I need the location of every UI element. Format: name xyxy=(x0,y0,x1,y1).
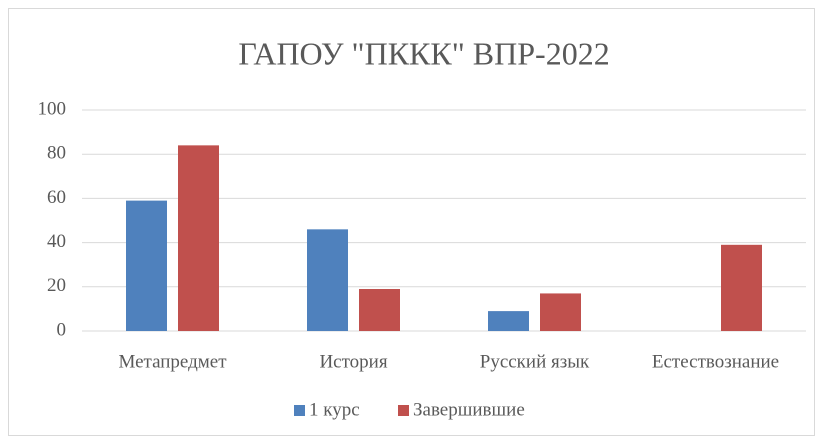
bar xyxy=(178,145,219,331)
y-tick-label: 100 xyxy=(38,98,67,119)
x-tick-label: Метапредмет xyxy=(118,351,227,372)
y-tick-label: 60 xyxy=(47,187,66,208)
y-tick-label: 80 xyxy=(47,143,66,164)
y-tick-label: 40 xyxy=(47,231,66,252)
legend-swatch xyxy=(398,405,409,416)
x-tick-label: Русский язык xyxy=(480,351,590,372)
y-tick-label: 20 xyxy=(47,275,66,296)
legend-label: Завершившие xyxy=(413,399,525,420)
y-tick-label: 0 xyxy=(57,319,67,340)
bar xyxy=(359,289,400,331)
bar xyxy=(126,200,167,331)
legend-label: 1 курс xyxy=(309,399,360,420)
x-tick-label: Естествознание xyxy=(652,351,779,372)
bar xyxy=(307,229,348,331)
bar xyxy=(540,293,581,331)
x-tick-label: История xyxy=(319,351,387,372)
chart-title: ГАПОУ "ПККК" ВПР-2022 xyxy=(238,35,609,71)
bar xyxy=(488,311,529,331)
bar xyxy=(721,244,762,331)
legend-swatch xyxy=(294,405,305,416)
